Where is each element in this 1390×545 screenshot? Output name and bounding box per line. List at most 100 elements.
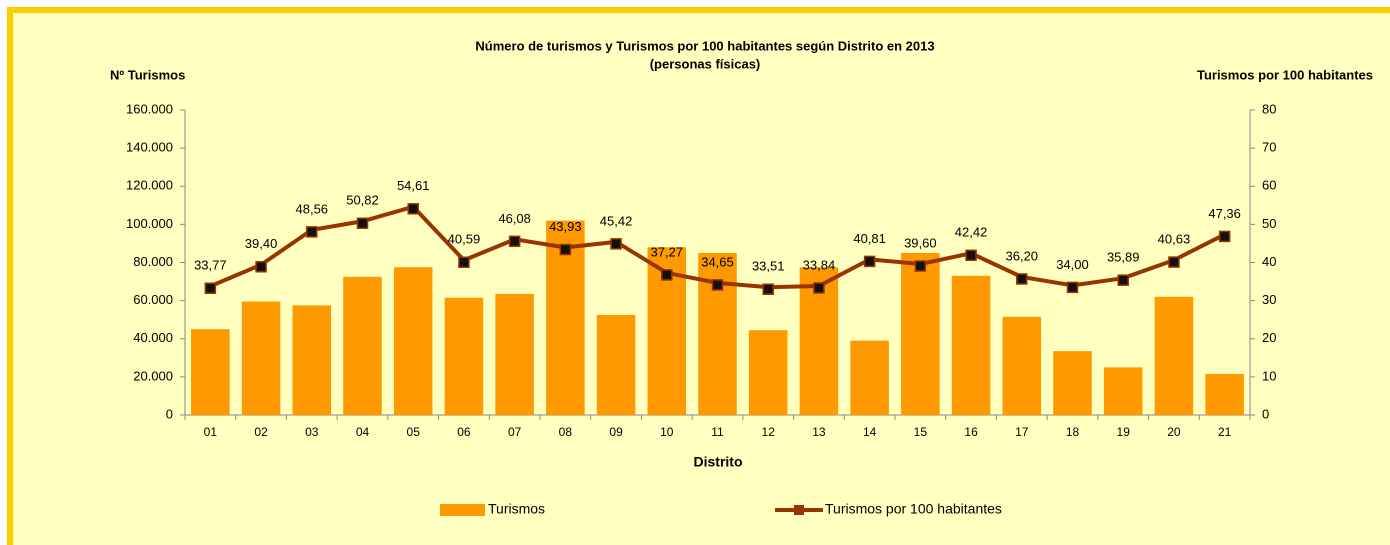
bar bbox=[1103, 367, 1143, 415]
bar bbox=[1002, 316, 1042, 415]
x-tick-label: 13 bbox=[812, 425, 826, 439]
line-marker bbox=[914, 260, 927, 272]
x-tick-label: 06 bbox=[457, 425, 471, 439]
y-tick-label: 20.000 bbox=[133, 368, 173, 383]
y-tick-label: 0 bbox=[166, 406, 173, 421]
legend-label: Turismos por 100 habitantes bbox=[825, 501, 1002, 517]
data-label: 54,61 bbox=[397, 178, 430, 193]
line-marker bbox=[255, 261, 267, 273]
line-marker bbox=[306, 226, 318, 238]
data-label: 36,20 bbox=[1006, 248, 1039, 263]
x-tick-label: 19 bbox=[1117, 425, 1131, 439]
x-axis-label: Distrito bbox=[694, 454, 743, 470]
bar bbox=[495, 293, 534, 415]
x-tick-label: 05 bbox=[407, 425, 421, 439]
chart-subtitle: (personas físicas) bbox=[650, 56, 761, 71]
bar bbox=[241, 301, 281, 415]
data-label: 50,82 bbox=[346, 193, 379, 208]
data-label: 40,63 bbox=[1158, 232, 1191, 247]
line-marker bbox=[711, 279, 724, 291]
line-marker bbox=[813, 282, 825, 294]
line-marker bbox=[356, 217, 369, 229]
line-marker bbox=[458, 256, 470, 269]
bar bbox=[748, 330, 788, 415]
line-marker bbox=[559, 243, 572, 256]
legend-label: Turismos bbox=[488, 501, 545, 517]
x-tick-label: 17 bbox=[1015, 425, 1029, 439]
data-label: 34,65 bbox=[701, 254, 734, 269]
line-marker bbox=[762, 283, 774, 295]
line-marker bbox=[1168, 256, 1180, 268]
data-label: 47,36 bbox=[1208, 206, 1241, 221]
line-marker bbox=[407, 203, 419, 215]
bar bbox=[850, 340, 889, 415]
x-tick-label: 09 bbox=[609, 425, 623, 439]
data-label: 33,51 bbox=[752, 259, 785, 274]
data-label: 39,60 bbox=[904, 235, 937, 250]
y-tick-label: 140.000 bbox=[126, 140, 173, 155]
data-label: 40,59 bbox=[448, 232, 481, 247]
y-tick-label: 40.000 bbox=[133, 330, 173, 345]
data-label: 33,77 bbox=[194, 258, 227, 273]
x-tick-label: 03 bbox=[305, 425, 319, 439]
y2-tick-label: 50 bbox=[1262, 216, 1276, 231]
bar bbox=[698, 252, 737, 415]
x-tick-label: 01 bbox=[204, 425, 218, 439]
data-label: 35,89 bbox=[1107, 250, 1140, 265]
line-marker bbox=[965, 249, 977, 262]
bar bbox=[343, 276, 382, 415]
bar bbox=[901, 252, 940, 415]
y-tick-label: 60.000 bbox=[133, 292, 173, 307]
line-marker bbox=[204, 282, 217, 295]
data-label: 37,27 bbox=[651, 244, 684, 259]
y2-tick-label: 80 bbox=[1262, 101, 1276, 116]
line-marker bbox=[863, 255, 876, 268]
chart-title: Número de turismos y Turismos por 100 ha… bbox=[475, 38, 934, 53]
y-tick-label: 160.000 bbox=[126, 101, 173, 116]
bar bbox=[951, 275, 991, 415]
line-marker bbox=[1117, 274, 1129, 286]
y2-tick-label: 60 bbox=[1262, 178, 1276, 193]
data-label: 39,40 bbox=[245, 236, 278, 251]
x-tick-label: 04 bbox=[356, 425, 370, 439]
bar bbox=[1205, 374, 1244, 415]
line-marker bbox=[508, 235, 521, 248]
bar bbox=[393, 267, 433, 415]
bar bbox=[596, 314, 636, 415]
y2-tick-label: 0 bbox=[1262, 406, 1269, 421]
data-label: 43,93 bbox=[549, 219, 582, 234]
x-tick-label: 16 bbox=[964, 425, 978, 439]
data-label: 34,00 bbox=[1056, 257, 1089, 272]
bar bbox=[1154, 296, 1194, 415]
y2-tick-label: 20 bbox=[1262, 330, 1276, 345]
x-tick-label: 08 bbox=[559, 425, 573, 439]
y-tick-label: 80.000 bbox=[133, 254, 173, 269]
bar bbox=[444, 297, 484, 415]
y-tick-label: 100.000 bbox=[126, 216, 173, 231]
x-tick-label: 10 bbox=[660, 425, 674, 439]
data-label: 42,42 bbox=[955, 225, 988, 240]
line-marker bbox=[610, 238, 622, 250]
line-marker bbox=[1016, 273, 1028, 285]
bar bbox=[292, 305, 332, 415]
x-tick-label: 14 bbox=[863, 425, 877, 439]
y-tick-label: 120.000 bbox=[126, 178, 173, 193]
bar bbox=[1053, 351, 1092, 415]
x-tick-label: 20 bbox=[1167, 425, 1181, 439]
data-label: 46,08 bbox=[498, 211, 531, 226]
line-marker bbox=[1218, 230, 1231, 243]
data-label: 48,56 bbox=[296, 201, 329, 216]
legend-marker bbox=[794, 505, 804, 515]
x-tick-label: 07 bbox=[508, 425, 522, 439]
x-tick-label: 02 bbox=[254, 425, 268, 439]
y2-tick-label: 70 bbox=[1262, 140, 1276, 155]
data-label: 45,42 bbox=[600, 213, 633, 228]
data-label: 40,81 bbox=[853, 231, 886, 246]
x-tick-label: 15 bbox=[914, 425, 928, 439]
y2-tick-label: 40 bbox=[1262, 254, 1276, 269]
x-tick-label: 21 bbox=[1218, 425, 1232, 439]
x-tick-label: 12 bbox=[762, 425, 776, 439]
x-tick-label: 11 bbox=[711, 425, 724, 439]
line-marker bbox=[661, 269, 673, 281]
